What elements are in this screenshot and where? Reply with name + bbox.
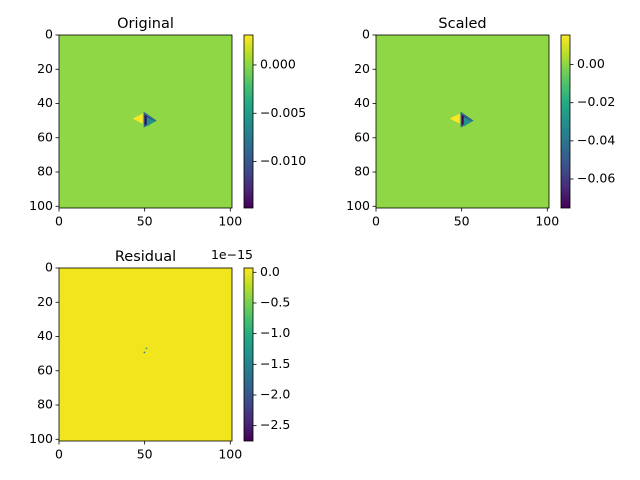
x-tick-label: 100 <box>218 447 242 462</box>
y-tick-label: 20 <box>354 61 370 76</box>
y-tick-label: 20 <box>37 294 53 309</box>
colorbar-tick-label: −0.02 <box>577 94 615 109</box>
colorbar-frame-0 <box>243 34 254 209</box>
chart-title: Residual <box>115 249 176 265</box>
colorbar-tick-label: −0.005 <box>260 105 306 120</box>
residual-speck <box>145 347 148 350</box>
y-tick-label: 80 <box>37 164 53 179</box>
positive-lobe-1 <box>449 113 460 124</box>
colorbar-tick-label: −0.06 <box>577 171 615 186</box>
y-tick-label: 0 <box>45 27 53 42</box>
chart-title: Original <box>117 16 174 32</box>
x-tick-label: 100 <box>218 214 242 229</box>
colorbar-tick-label: −0.04 <box>577 132 615 147</box>
y-tick-label: 100 <box>346 198 370 213</box>
y-tick-label: 40 <box>37 95 53 110</box>
x-tick-label: 50 <box>137 214 153 229</box>
heatmap-image-2 <box>59 268 232 441</box>
y-tick-label: 80 <box>354 164 370 179</box>
axes-frame-2 <box>58 267 233 442</box>
colorbar-tick-label: −1.5 <box>260 356 290 371</box>
axes-frame-0 <box>58 34 233 209</box>
colorbar-frame-1 <box>560 34 571 209</box>
colorbar-tick-label: −2.5 <box>260 417 290 432</box>
y-tick-label: 60 <box>37 362 53 377</box>
x-tick-label: 100 <box>535 214 559 229</box>
y-tick-label: 80 <box>37 397 53 412</box>
x-tick-label: 0 <box>55 447 63 462</box>
y-tick-label: 60 <box>37 129 53 144</box>
negative-lobe-edge-0 <box>146 116 155 127</box>
y-tick-label: 100 <box>29 431 53 446</box>
y-tick-label: 0 <box>362 27 370 42</box>
colorbar-tick-label: −1.0 <box>260 325 290 340</box>
axes-frame-1 <box>375 34 550 209</box>
x-tick-label: 0 <box>372 214 380 229</box>
y-tick-label: 20 <box>37 61 53 76</box>
chart-title: Scaled <box>438 16 486 32</box>
y-tick-label: 60 <box>354 129 370 144</box>
positive-lobe-0 <box>132 113 143 124</box>
x-tick-label: 50 <box>454 214 470 229</box>
y-tick-label: 0 <box>45 260 53 275</box>
colorbar-tick-label: −2.0 <box>260 386 290 401</box>
residual-speck <box>146 353 155 355</box>
colorbar-tick-label: 0.0 <box>260 264 280 279</box>
colorbar-gradient-1 <box>561 35 570 208</box>
colorbar-gradient-2 <box>244 268 253 441</box>
y-tick-label: 40 <box>354 95 370 110</box>
negative-lobe-edge-1 <box>463 116 472 127</box>
colorbar-tick-label: −0.5 <box>260 294 290 309</box>
y-tick-label: 40 <box>37 328 53 343</box>
colorbar-offset-text: 1e−15 <box>211 247 253 262</box>
colorbar-gradient-0 <box>244 35 253 208</box>
colorbar-tick-label: −0.010 <box>260 153 306 168</box>
residual-speck <box>143 351 146 354</box>
x-tick-label: 50 <box>137 447 153 462</box>
y-tick-label: 100 <box>29 198 53 213</box>
x-tick-label: 0 <box>55 214 63 229</box>
colorbar-tick-label: 0.00 <box>577 56 605 71</box>
colorbar-frame-2 <box>243 267 254 442</box>
colorbar-tick-label: 0.000 <box>260 56 296 71</box>
